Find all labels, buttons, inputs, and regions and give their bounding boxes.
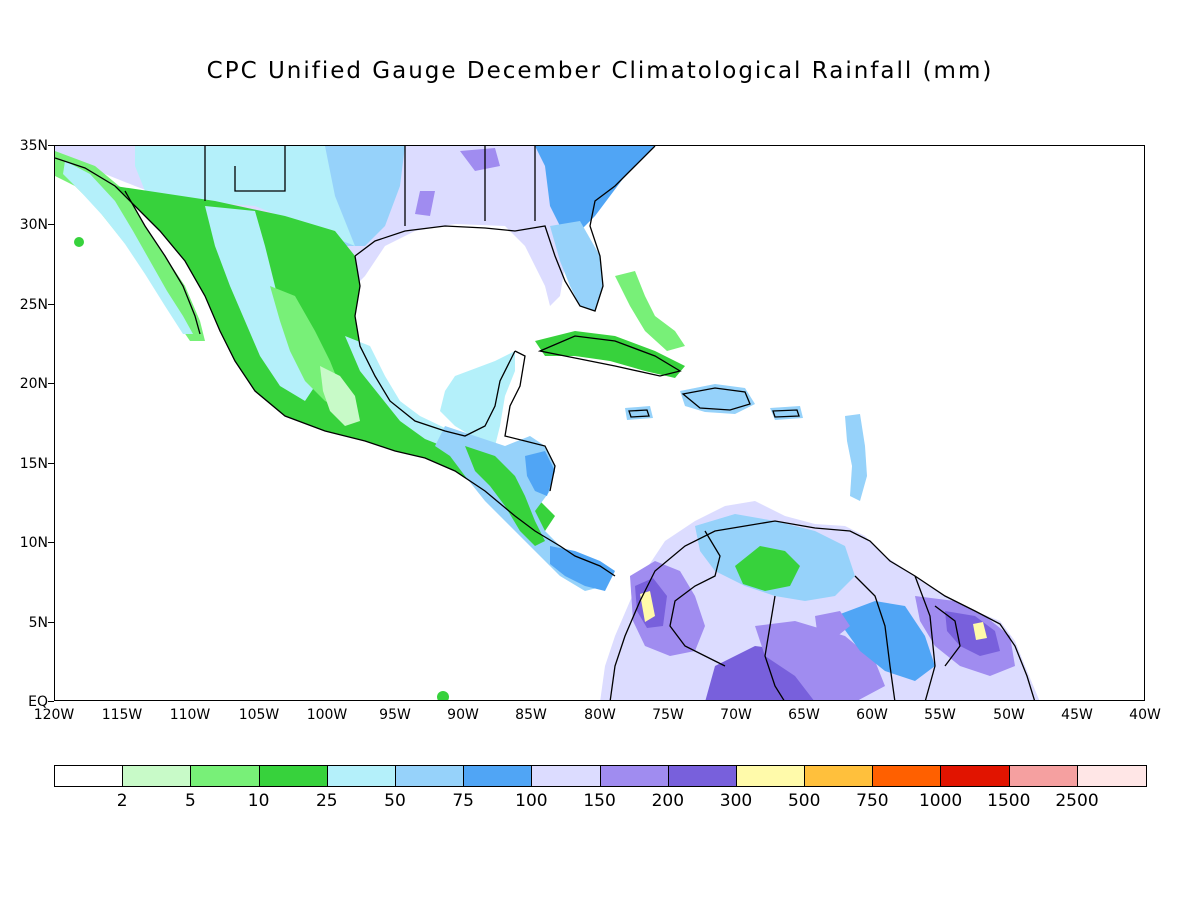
legend-label: 5 — [184, 791, 196, 811]
sa-75-guiana — [835, 601, 935, 681]
usa-200-spot — [460, 148, 500, 171]
x-tick-label: 50W — [993, 707, 1025, 723]
ytick-mark — [48, 701, 54, 702]
x-tick-label: 65W — [788, 707, 820, 723]
mexico-50 — [205, 206, 315, 401]
sa-200-amazon — [755, 621, 885, 700]
legend-swatch — [259, 766, 328, 786]
x-tick-label: 115W — [101, 707, 143, 723]
y-tick-label: 30N — [19, 217, 48, 233]
ytick-mark — [48, 463, 54, 464]
panama-field — [550, 546, 615, 591]
legend-swatch — [873, 766, 942, 786]
ytick-mark — [48, 145, 54, 146]
x-tick-label: 55W — [924, 707, 956, 723]
cuba-field — [535, 331, 685, 378]
legend-swatch — [736, 766, 806, 786]
legend-label: 500 — [787, 791, 821, 811]
usa-200-spot2 — [415, 191, 435, 216]
legend-label: 750 — [856, 791, 889, 811]
legend-swatch — [191, 766, 260, 786]
x-tick-label: 100W — [306, 707, 348, 723]
x-tick-label: 120W — [33, 707, 75, 723]
x-tick-label: 90W — [447, 707, 479, 723]
legend-label: 10 — [247, 791, 270, 811]
map-canvas — [55, 146, 1040, 700]
lesser-antilles-field — [845, 414, 867, 501]
baja-inner — [63, 161, 193, 334]
x-tick-label: 75W — [652, 707, 684, 723]
x-tick-label: 60W — [856, 707, 888, 723]
sa-green-llanos — [735, 546, 800, 591]
legend-swatch — [600, 766, 669, 786]
y-tick-label: 15N — [19, 456, 48, 472]
legend-label: 2500 — [1055, 791, 1099, 811]
legend-swatch — [327, 766, 396, 786]
ytick-mark — [48, 304, 54, 305]
y-tick-label: 20N — [19, 376, 48, 392]
x-tick-label: 110W — [169, 707, 211, 723]
sa-500-spot — [640, 591, 655, 622]
central-america-green — [465, 446, 545, 546]
legend-label: 300 — [719, 791, 753, 811]
mexico-2 — [320, 366, 360, 426]
legend-label: 75 — [452, 791, 475, 811]
ytick-mark — [48, 622, 54, 623]
x-tick-label: 105W — [238, 707, 280, 723]
legend-label: 25 — [315, 791, 338, 811]
legend-swatch — [464, 766, 533, 786]
legend-swatch — [395, 766, 465, 786]
legend-swatch — [55, 766, 124, 786]
yucatan-field — [440, 351, 515, 446]
legend-label: 1000 — [918, 791, 963, 811]
x-tick-label: 45W — [1061, 707, 1093, 723]
legend-label: 200 — [651, 791, 685, 811]
legend-label: 50 — [384, 791, 406, 811]
legend-swatch — [123, 766, 192, 786]
chart-title: CPC Unified Gauge December Climatologica… — [206, 58, 994, 84]
legend-swatch — [805, 766, 874, 786]
ytick-mark — [48, 542, 54, 543]
y-tick-label: 10N — [19, 535, 48, 551]
legend-swatch — [1009, 766, 1078, 786]
sa-200-spot — [815, 611, 850, 638]
legend-swatch — [941, 766, 1010, 786]
x-tick-label: 80W — [584, 707, 616, 723]
legend-label: 2 — [116, 791, 128, 811]
x-tick-label: 95W — [379, 707, 411, 723]
bahamas-field — [615, 271, 685, 351]
sa-300-guiana — [945, 611, 1000, 656]
florida-field — [550, 221, 603, 311]
y-tick-label: EQ — [28, 694, 48, 710]
x-tick-label: 85W — [515, 707, 547, 723]
usa-75-band — [535, 146, 655, 236]
y-tick-label: 5N — [28, 615, 48, 631]
color-legend — [54, 765, 1147, 787]
legend-label: 150 — [583, 791, 616, 811]
legend-swatch — [532, 766, 601, 786]
central-america-75 — [525, 451, 555, 496]
rainfall-map — [54, 145, 1145, 701]
legend-swatch — [668, 766, 737, 786]
sa-500-guiana — [973, 622, 987, 640]
y-tick-label: 35N — [19, 138, 48, 154]
ytick-mark — [48, 383, 54, 384]
legend-swatch — [1077, 766, 1146, 786]
x-tick-label: 70W — [720, 707, 752, 723]
legend-label: 1500 — [987, 791, 1031, 811]
y-tick-label: 25N — [19, 297, 48, 313]
guadalupe-spot — [74, 237, 84, 247]
legend-label: 100 — [515, 791, 548, 811]
ytick-mark — [48, 224, 54, 225]
coastlines — [55, 146, 1036, 700]
galapagos-spot — [437, 691, 449, 700]
x-tick-label: 40W — [1129, 707, 1161, 723]
